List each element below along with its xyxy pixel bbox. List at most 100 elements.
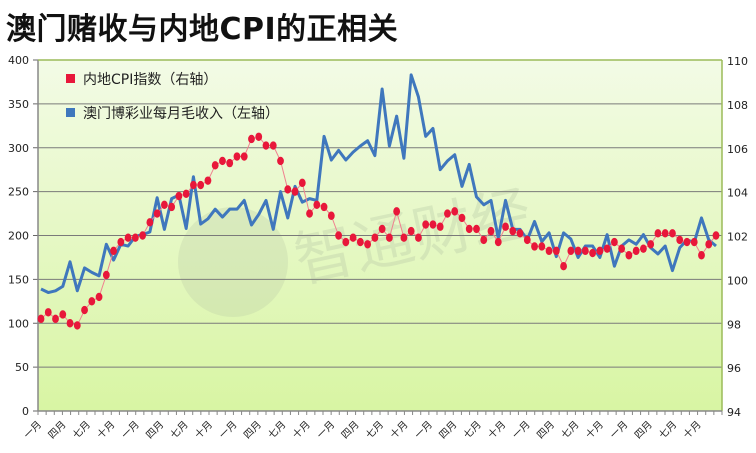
cpi-marker	[436, 222, 444, 231]
cpi-marker	[349, 233, 357, 242]
cpi-marker	[255, 132, 263, 141]
right-axis: 94 96 98 100 102 104 106 108 110	[38, 55, 748, 419]
cpi-marker	[698, 251, 705, 260]
cpi-marker	[306, 209, 313, 218]
cpi-marker	[73, 321, 81, 330]
cpi-marker	[327, 211, 335, 220]
cpi-marker	[647, 240, 655, 249]
cpi-marker	[480, 235, 488, 245]
x-axis-tick-label: 一月	[119, 419, 142, 442]
cpi-marker	[378, 224, 386, 234]
cpi-marker	[102, 270, 110, 280]
cpi-marker	[262, 141, 270, 150]
x-axis-tick-label: 七月	[363, 419, 386, 442]
x-axis-tick-label: 四月	[144, 419, 167, 442]
x-axis-tick-label: 一月	[217, 419, 240, 442]
cpi-marker	[705, 240, 713, 249]
x-axis-tick-label: 七月	[70, 419, 93, 442]
x-axis-tick-label: 四月	[46, 419, 69, 442]
cpi-marker	[487, 226, 495, 236]
x-axis-tick-label: 十月	[387, 418, 410, 441]
cpi-marker	[494, 237, 502, 247]
cpi-marker	[712, 231, 720, 240]
right-axis-tick-label: 108	[727, 99, 748, 112]
cpi-marker	[690, 237, 698, 247]
left-axis-tick-label: 50	[15, 361, 29, 374]
cpi-marker	[473, 224, 480, 234]
right-axis-tick-label: 100	[727, 274, 748, 287]
cpi-marker	[277, 156, 284, 166]
x-axis-tick-label: 一月	[315, 419, 338, 442]
cpi-marker	[175, 191, 183, 201]
right-axis-tick-label: 98	[727, 318, 741, 331]
cpi-marker	[37, 314, 45, 324]
cpi-marker	[168, 202, 176, 212]
cpi-marker	[531, 242, 538, 251]
cpi-marker	[284, 185, 292, 194]
cpi-marker	[581, 246, 589, 256]
cpi-marker	[356, 237, 364, 247]
cpi-marker	[669, 229, 676, 238]
cpi-marker	[676, 235, 684, 245]
cpi-marker	[226, 158, 234, 168]
cpi-marker	[146, 218, 154, 227]
cpi-marker	[124, 233, 132, 242]
cpi-marker	[560, 262, 567, 271]
left-axis-tick-label: 100	[8, 317, 29, 330]
chart-title: 澳门赌收与内地CPI的正相关	[6, 12, 399, 47]
cpi-marker	[407, 226, 415, 236]
left-axis-tick-label: 350	[8, 98, 29, 111]
cpi-marker	[342, 237, 350, 247]
cpi-marker	[516, 229, 524, 238]
cpi-marker	[400, 233, 408, 242]
x-axis-tick-label: 四月	[632, 419, 655, 442]
cpi-marker	[320, 202, 328, 212]
cpi-marker	[139, 231, 147, 240]
cpi-marker	[88, 297, 96, 306]
cpi-marker	[211, 161, 219, 170]
cpi-marker	[458, 213, 466, 223]
series-china-cpi	[37, 132, 720, 330]
x-axis-tick-label: 四月	[437, 419, 460, 442]
cpi-marker	[371, 233, 379, 242]
cpi-marker	[160, 200, 168, 209]
x-axis-tick-label: 七月	[266, 419, 289, 442]
legend-gaming-label: 澳门博彩业每月毛收入（左轴）	[83, 105, 279, 122]
left-axis-tick-label: 200	[8, 230, 29, 243]
x-axis-tick-label: 一月	[608, 419, 631, 442]
cpi-marker	[661, 229, 669, 238]
cpi-marker	[364, 240, 372, 249]
cpi-marker	[335, 231, 342, 240]
cpi-marker	[81, 305, 88, 315]
cpi-marker	[552, 246, 560, 256]
x-axis-tick-label: 十月	[680, 418, 703, 441]
legend-cpi-swatch	[66, 74, 75, 83]
x-axis-tick-label: 十月	[94, 418, 117, 441]
x-axis-tick-label: 十月	[290, 418, 313, 441]
right-axis-tick-label: 102	[727, 231, 748, 244]
cpi-marker	[190, 180, 197, 190]
x-axis-tick-label: 十月	[583, 418, 606, 441]
x-axis-tick-label: 四月	[339, 419, 362, 442]
cpi-marker	[596, 246, 604, 256]
x-axis-tick-label: 七月	[168, 419, 191, 442]
cpi-marker	[618, 244, 626, 253]
legend-cpi-label: 内地CPI指数（右轴）	[83, 72, 217, 88]
left-axis-tick-label: 150	[8, 273, 29, 286]
cpi-marker	[415, 233, 422, 242]
cpi-marker	[567, 246, 575, 256]
cpi-marker	[640, 244, 647, 253]
right-axis-tick-label: 96	[727, 362, 741, 375]
cpi-marker	[589, 248, 597, 258]
cpi-marker	[95, 292, 103, 302]
cpi-marker	[654, 229, 662, 238]
cpi-marker	[538, 242, 546, 251]
left-axis-tick-label: 250	[8, 186, 29, 199]
x-axis-tick-label: 四月	[534, 419, 557, 442]
cpi-marker	[502, 222, 509, 231]
cpi-marker	[204, 176, 212, 185]
x-axis-tick-label: 十月	[192, 418, 215, 441]
cpi-marker	[52, 314, 59, 324]
cpi-marker	[197, 180, 205, 190]
